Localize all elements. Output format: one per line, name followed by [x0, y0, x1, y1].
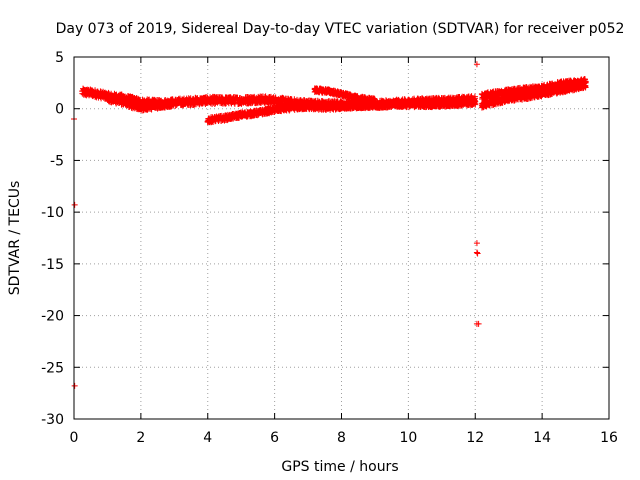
data-point — [470, 100, 477, 107]
x-tick-label: 6 — [270, 430, 279, 446]
x-tick-label: 0 — [70, 430, 79, 446]
data-point — [472, 100, 479, 107]
y-axis-title: SDTVAR / TECUs — [7, 181, 23, 296]
y-tick-label: -20 — [41, 309, 64, 325]
outlier-point — [473, 240, 480, 247]
data-point — [170, 100, 177, 107]
data-point — [581, 83, 588, 90]
chart-title: Day 073 of 2019, Sidereal Day-to-day VTE… — [56, 21, 625, 37]
y-tick-label: -25 — [41, 360, 64, 376]
x-tick-label: 2 — [136, 430, 145, 446]
x-axis-title: GPS time / hours — [281, 459, 398, 475]
data-points — [71, 61, 589, 389]
x-tick-label: 16 — [600, 430, 618, 446]
x-tick-label: 4 — [203, 430, 212, 446]
x-tick-label: 12 — [466, 430, 484, 446]
outlier-point — [71, 382, 78, 389]
x-tick-label: 10 — [399, 430, 417, 446]
y-tick-label: 5 — [55, 50, 64, 66]
grid-lines — [74, 57, 609, 419]
outlier-point — [71, 201, 78, 208]
y-tick-label: -30 — [41, 412, 64, 428]
y-tick-label: -10 — [41, 205, 64, 221]
outlier-point — [473, 249, 480, 256]
x-tick-label: 8 — [337, 430, 346, 446]
outlier-point — [475, 320, 482, 327]
outlier-point — [473, 61, 480, 68]
axis-ticks — [73, 56, 610, 420]
x-tick-label: 14 — [533, 430, 551, 446]
y-tick-label: 0 — [55, 102, 64, 118]
y-tick-labels: 5 0 -5 -10 -15 -20 -25 -30 — [41, 50, 64, 428]
data-point — [582, 83, 589, 90]
y-tick-label: -5 — [50, 153, 64, 169]
data-point — [371, 97, 378, 104]
outlier-point — [474, 250, 481, 257]
y-tick-label: -15 — [41, 257, 64, 273]
x-tick-labels: 0 2 4 6 8 10 12 14 16 — [70, 430, 618, 446]
